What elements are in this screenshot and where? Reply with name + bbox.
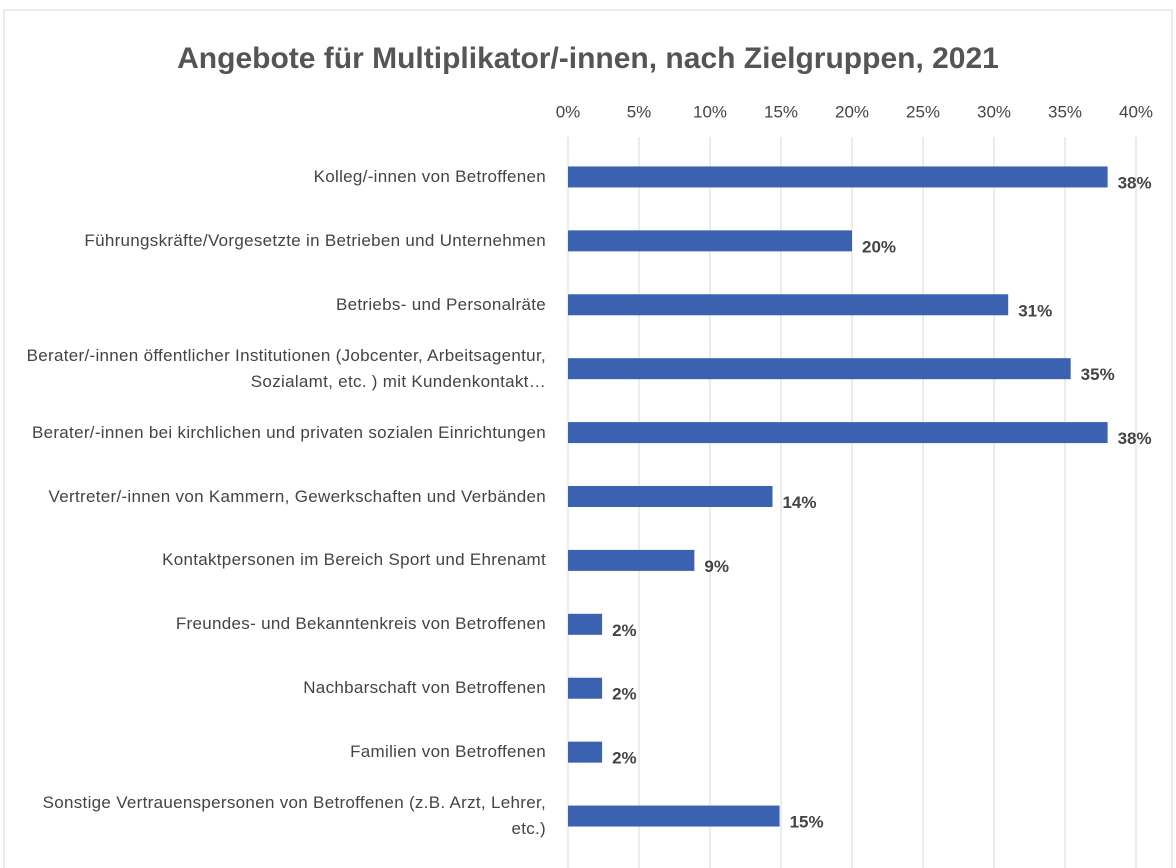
category-label: Betriebs- und Personalräte	[335, 294, 546, 314]
category-label: Freundes- und Bekanntenkreis von Betroff…	[175, 614, 546, 634]
x-tick-label: 25%	[906, 102, 940, 121]
bar	[568, 741, 603, 763]
bar	[568, 294, 1009, 316]
data-label: 2%	[612, 621, 637, 640]
data-label: 35%	[1081, 365, 1115, 384]
data-label: 38%	[1118, 173, 1152, 192]
category-label: Kontaktpersonen im Bereich Sport und Ehr…	[162, 550, 546, 570]
data-label: 14%	[782, 493, 816, 512]
bar	[568, 677, 603, 699]
category-label: Sonstige Vertrauenspersonen von Betroffe…	[42, 793, 546, 839]
data-label: 31%	[1018, 301, 1052, 320]
category-label: Familien von Betroffenen	[350, 742, 546, 762]
category-label: Berater/-innen bei kirchlichen und priva…	[31, 422, 546, 442]
data-label: 15%	[790, 813, 824, 832]
bar	[568, 486, 773, 507]
category-label: Berater/-innen öffentlicher Institutione…	[26, 345, 546, 391]
x-tick-label: 35%	[1048, 102, 1082, 121]
category-label: Führungskräfte/Vorgesetzte in Betrieben …	[84, 230, 546, 250]
chart-border	[3, 9, 1173, 868]
bar	[568, 805, 780, 827]
data-label: 9%	[704, 557, 729, 576]
x-tick-label: 30%	[977, 102, 1011, 121]
data-label: 38%	[1118, 429, 1152, 448]
data-label: 20%	[862, 237, 896, 256]
bar	[568, 230, 852, 252]
x-tick-label: 40%	[1119, 102, 1153, 121]
category-label: Vertreter/-innen von Kammern, Gewerkscha…	[48, 486, 546, 506]
bar	[568, 358, 1071, 380]
data-label: 2%	[612, 749, 637, 768]
chart-title: Angebote für Multiplikator/-innen, nach …	[177, 42, 999, 75]
x-tick-label: 15%	[764, 102, 798, 121]
data-label: 2%	[612, 685, 637, 704]
category-label: Nachbarschaft von Betroffenen	[303, 678, 546, 698]
bar	[568, 422, 1108, 444]
x-tick-label: 20%	[835, 102, 869, 121]
x-tick-label: 0%	[556, 102, 581, 121]
bar	[568, 166, 1108, 188]
category-label: Kolleg/-innen von Betroffenen	[313, 166, 546, 186]
bar	[568, 549, 695, 571]
bar	[568, 613, 603, 635]
x-tick-label: 5%	[627, 102, 652, 121]
x-tick-label: 10%	[693, 102, 727, 121]
